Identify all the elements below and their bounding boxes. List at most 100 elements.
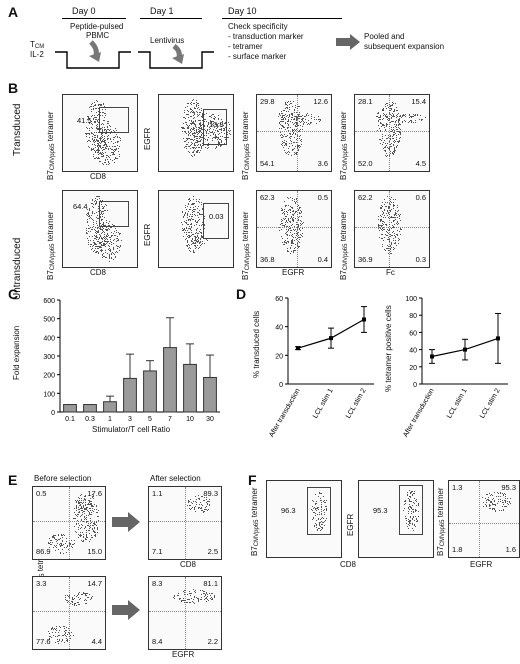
q-ll: 36.8 xyxy=(260,255,275,264)
plot-u-cd8-egfr: 0.03 xyxy=(158,190,234,268)
x-tick-label: LCL stim 1 xyxy=(312,387,335,419)
data-point xyxy=(296,346,300,351)
q-lr: 3.6 xyxy=(317,159,328,168)
data-point xyxy=(430,354,434,359)
peptide-label: Peptide-pulsed xyxy=(70,22,124,31)
xaxis-cd8: CD8 xyxy=(90,268,107,277)
gate-box xyxy=(203,109,227,145)
plot-e-after-cd8: 1.1 89.3 7.1 2.5 xyxy=(148,486,222,560)
bar xyxy=(203,376,217,413)
y-tick-label: 400 xyxy=(43,335,55,342)
q-ll: 86.9 xyxy=(36,547,51,556)
q-ur: 95.3 xyxy=(501,483,516,492)
panel-d-label: D xyxy=(236,286,247,302)
c-ylabel: Fold expansion xyxy=(12,325,21,380)
well-plate-day1 xyxy=(138,44,214,69)
day0-label: Day 0 xyxy=(72,6,96,16)
y-tick-label: 600 xyxy=(43,298,55,305)
yaxis-tetramer: B7CMVpp65 tetramer xyxy=(339,211,349,281)
bar xyxy=(163,347,177,413)
x-tick-label: After transduction xyxy=(268,387,302,438)
day1-line xyxy=(140,18,202,19)
q-ul: 0.5 xyxy=(36,489,47,498)
quadrant-vline xyxy=(69,577,70,649)
x-tick-label: 0.1 xyxy=(65,416,75,423)
q-ul: 29.8 xyxy=(260,97,275,106)
y-tick-label: 20 xyxy=(409,365,417,372)
xaxis-egfr: EGFR xyxy=(282,268,305,277)
y-tick-label: 0 xyxy=(51,410,55,417)
bar xyxy=(63,404,77,413)
yaxis-tetramer: B7CMVpp65 tetramer xyxy=(46,111,56,181)
plot-f-cd8-tet: 96.3 xyxy=(266,480,342,558)
y-tick-label: 0 xyxy=(279,382,283,389)
yaxis-tetramer: B7CMVpp65 tetramer xyxy=(436,487,446,557)
quadrant-hline xyxy=(257,227,331,228)
y-tick-label: 40 xyxy=(275,325,283,332)
chart-d2-svg: 0 20 40 60 80 100 After transduction LCL stim 1… xyxy=(402,296,508,439)
x-tick-label: 7 xyxy=(168,416,172,423)
q-ll: 54.1 xyxy=(260,159,275,168)
data-point xyxy=(329,336,333,341)
bar xyxy=(103,401,117,413)
q-ur: 17.6 xyxy=(87,489,102,498)
gate-percent: 96.3 xyxy=(281,506,296,515)
q-lr: 4.4 xyxy=(91,637,102,646)
yaxis-egfr: EGFR xyxy=(143,127,152,150)
y-tick-label: 20 xyxy=(275,353,283,360)
y-tick-label: 60 xyxy=(409,330,417,337)
il2-label: IL-2 xyxy=(30,50,44,59)
yaxis-tetramer: B7CMVpp65 tetramer xyxy=(46,211,56,281)
q-lr: 2.5 xyxy=(207,547,218,556)
x-tick-label: LCL stim 1 xyxy=(446,387,469,419)
plot-e-before-cd8: 0.5 17.6 86.9 15.0 xyxy=(32,486,106,560)
bar-chart-c: 0 100 200 300 400 500 600 0.1 0.3 1 3 5 7 10 30 xyxy=(30,290,230,426)
quadrant-vline xyxy=(297,191,298,267)
y-tick-label: 40 xyxy=(409,348,417,355)
q-ul: 62.3 xyxy=(260,193,275,202)
x-tick-label: 0.3 xyxy=(85,416,95,423)
pbmc-label: PBMC xyxy=(86,31,110,40)
yaxis-tetramer: B7CMVpp65 tetramer xyxy=(241,111,251,181)
chart-d1-svg: 0 20 40 60 After transduction LCL stim 1 LCL s… xyxy=(268,296,374,439)
quadrant-vline xyxy=(389,95,390,171)
day0-line xyxy=(62,18,126,19)
xaxis-egfr: EGFR xyxy=(172,650,195,659)
before-selection-label: Before selection xyxy=(34,474,92,483)
q-lr: 15.0 xyxy=(87,547,102,556)
y-tick-label: 500 xyxy=(43,317,55,324)
q-ul: 1.3 xyxy=(452,483,463,492)
plot-t-cd8-egfr: 13.8 xyxy=(158,94,234,172)
bar xyxy=(83,404,97,413)
tcm-label: TCM xyxy=(30,40,45,50)
x-tick-label: LCL stim 2 xyxy=(345,387,368,419)
y-tick-label: 300 xyxy=(43,354,55,361)
x-tick-label: 30 xyxy=(206,416,214,423)
quadrant-hline xyxy=(149,611,221,612)
x-tick-label: 5 xyxy=(148,416,152,423)
yaxis-tetramer: B7CMVpp65 tetramer xyxy=(241,211,251,281)
gate-percent: 64.4 xyxy=(73,202,88,211)
quadrant-vline xyxy=(297,95,298,171)
bar xyxy=(143,370,157,413)
quadrant-hline xyxy=(257,131,331,132)
q-ul: 3.3 xyxy=(36,579,47,588)
line-chart-d2: 0 20 40 60 80 100 After transduction LCL stim 1… xyxy=(396,290,516,440)
gate-box xyxy=(99,201,129,227)
q-ul: 62.2 xyxy=(358,193,373,202)
q-ll: 36.9 xyxy=(358,255,373,264)
q-ll: 77.6 xyxy=(36,637,51,646)
plot-e-after-egfr: 8.3 81.1 8.4 2.2 xyxy=(148,576,222,650)
gate-percent: 41.5 xyxy=(77,116,92,125)
arrow-right-icon xyxy=(112,512,140,532)
plot-u-egfr-tet: 62.3 0.5 36.8 0.4 xyxy=(256,190,332,268)
plot-t-fc-tet: 28.1 15.4 52.0 4.5 xyxy=(354,94,430,172)
panel-e-label: E xyxy=(8,472,18,488)
gate-box xyxy=(307,487,331,535)
day10-line xyxy=(222,18,342,19)
q-ur: 12.6 xyxy=(313,97,328,106)
arrow-right-icon xyxy=(336,34,360,50)
q-ul: 8.3 xyxy=(152,579,163,588)
xaxis-cd8: CD8 xyxy=(180,560,197,569)
data-point xyxy=(463,347,467,352)
